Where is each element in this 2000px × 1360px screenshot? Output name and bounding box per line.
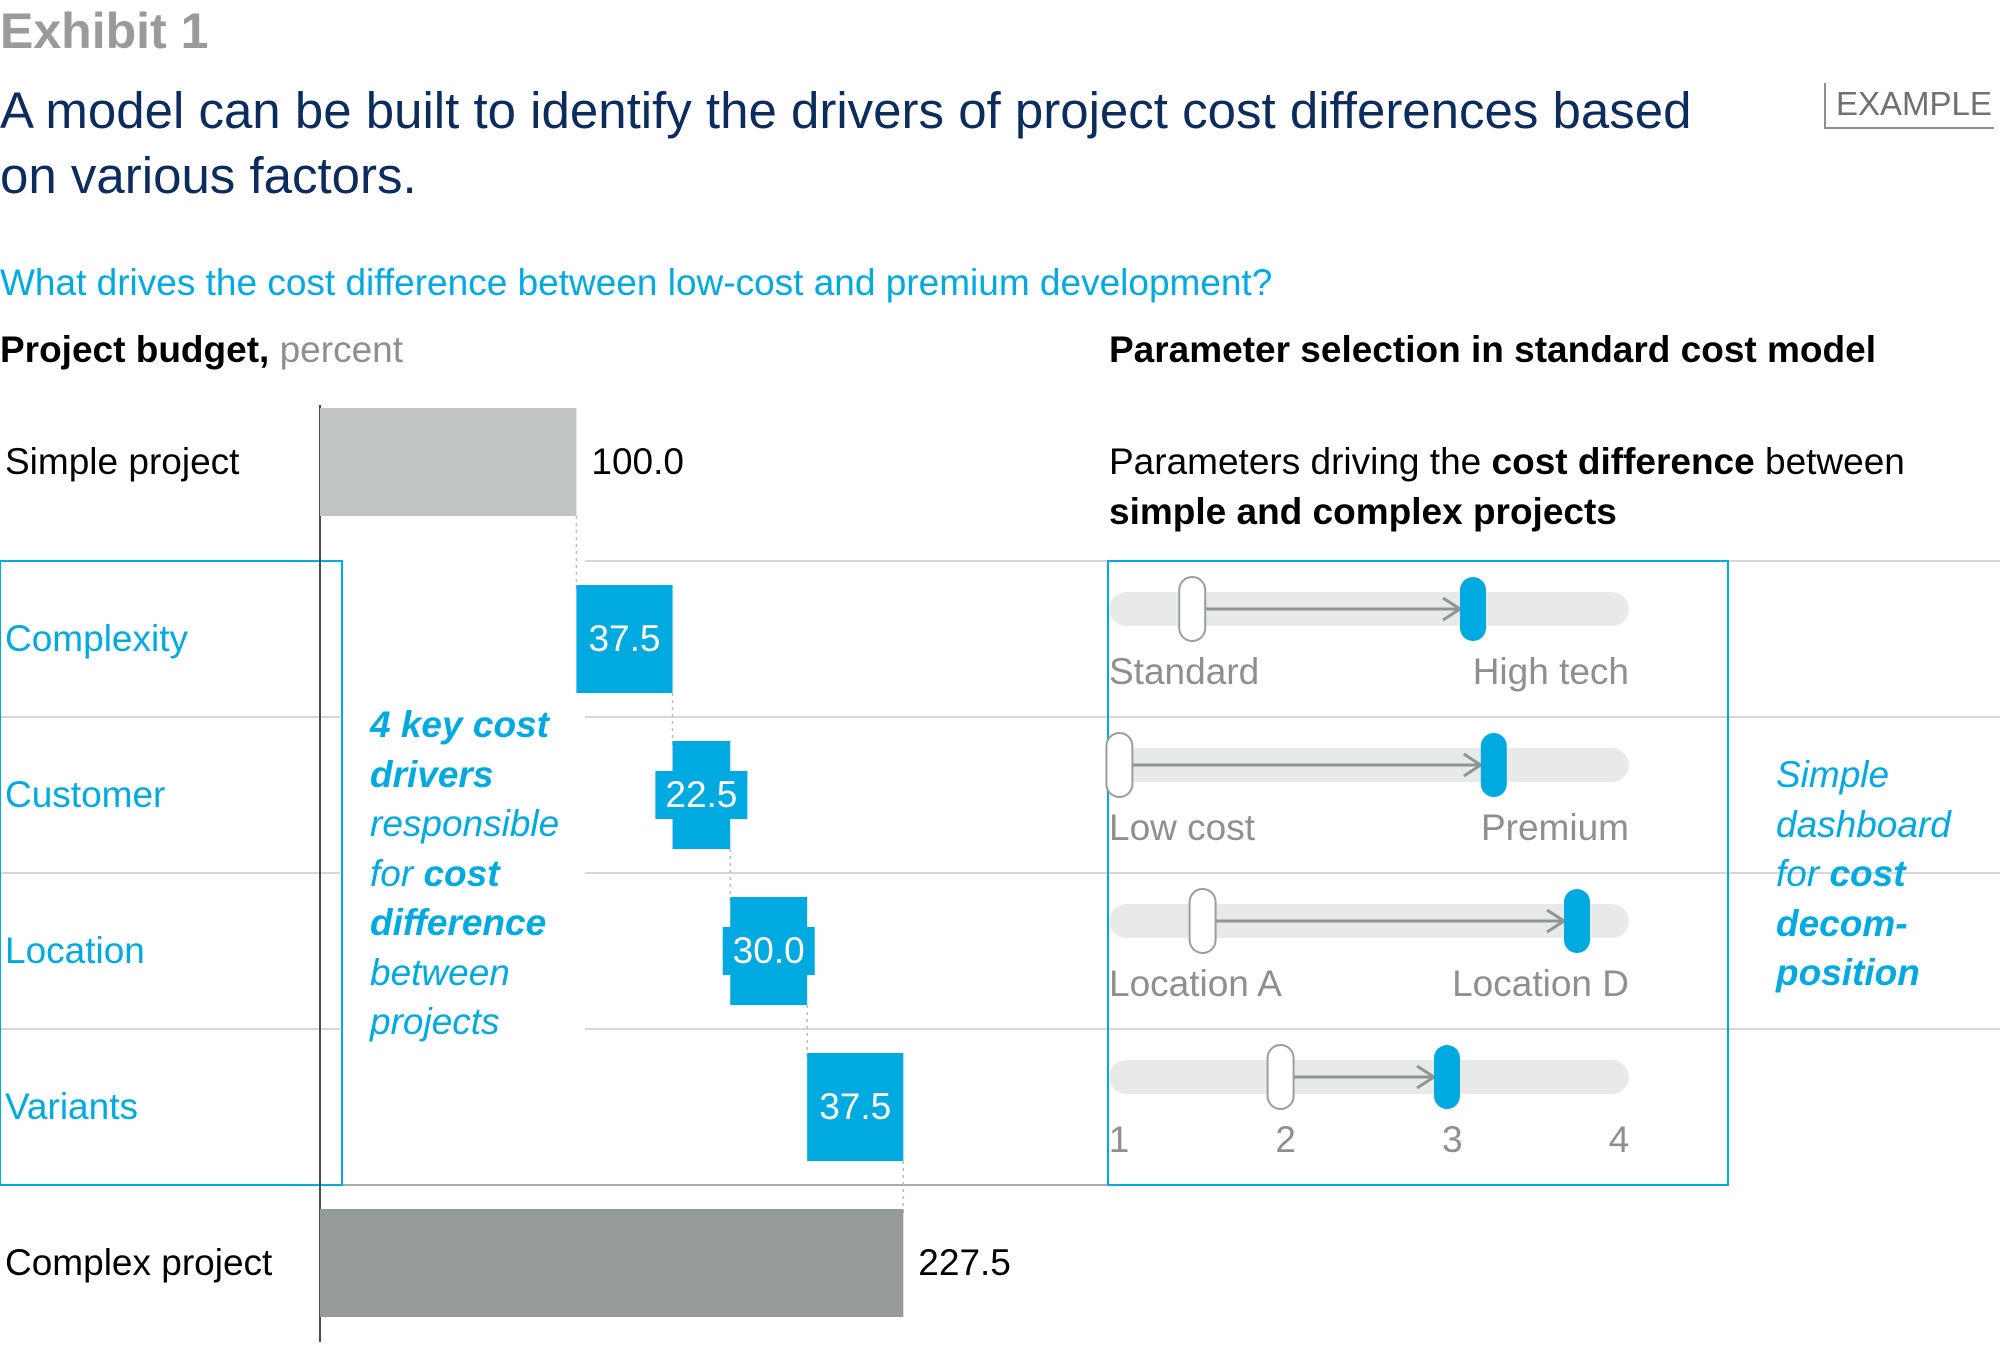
value-label: 227.5 xyxy=(918,1242,1011,1283)
value-label: 37.5 xyxy=(819,1086,892,1127)
slider-label-max: Premium xyxy=(1480,807,1629,848)
category-label: Location xyxy=(5,930,145,971)
drivers-note-line4-bold: cost xyxy=(423,852,500,894)
value-label-bg xyxy=(655,771,748,819)
value-label: 100.0 xyxy=(591,441,684,482)
dashboard-note-line2: dashboard xyxy=(1776,803,1951,845)
slider-end-handle xyxy=(1460,577,1486,641)
drivers-note-line5: difference xyxy=(370,902,547,943)
slider-label-min: Standard xyxy=(1109,651,1260,692)
drivers-note-line1: 4 key cost xyxy=(370,704,549,745)
drivers-note-line7: projects xyxy=(370,1001,500,1042)
drivers-note-line6: between xyxy=(370,951,510,993)
slider-end-handle xyxy=(1434,1045,1460,1109)
category-label: Customer xyxy=(5,774,166,815)
bar-variants xyxy=(807,1053,904,1161)
category-label: Variants xyxy=(5,1086,138,1127)
slider-tick-label: 1 xyxy=(1108,1119,1130,1160)
category-label: Complex project xyxy=(5,1242,273,1283)
left-panel-title-bold: Project budget, xyxy=(0,329,270,370)
left-panel-title: Project budget, percent xyxy=(0,329,403,371)
slider-tick-label: 4 xyxy=(1608,1119,1630,1160)
slider-label-min: Low cost xyxy=(1109,807,1256,848)
dashboard-note-line4: decom- xyxy=(1776,902,1908,944)
bar-complexity xyxy=(576,585,673,693)
slider-tick-label: 2 xyxy=(1275,1119,1296,1160)
dashboard-note-line3-pre: for xyxy=(1776,853,1820,894)
slider-start-handle xyxy=(1105,732,1134,798)
dashboard-note: Simple dashboard for cost decom-position xyxy=(1776,750,1951,998)
dashboard-note-line5: position xyxy=(1776,952,1920,993)
slider-label-max: High tech xyxy=(1472,651,1629,692)
example-badge: EXAMPLE xyxy=(1824,83,1994,129)
right-subtitle-pre: Parameters driving the xyxy=(1109,441,1482,482)
drivers-note-line4-pre: for xyxy=(370,852,414,894)
value-label: 22.5 xyxy=(665,774,738,815)
value-label-bg xyxy=(722,927,815,975)
question-subtitle: What drives the cost difference between … xyxy=(0,262,1273,303)
right-subtitle-bold2: simple and complex projects xyxy=(1109,491,1617,532)
drivers-note-line2: drivers xyxy=(370,753,494,795)
bar-complex-project xyxy=(320,1209,904,1317)
dashboard-note-line3-bold: cost xyxy=(1829,853,1906,894)
slider-end-handle xyxy=(1480,733,1507,797)
slider-end-handle xyxy=(1564,889,1590,953)
right-subtitle-mid: between xyxy=(1765,441,1905,482)
right-panel-title: Parameter selection in standard cost mod… xyxy=(1109,329,1876,370)
drivers-highlight-box xyxy=(0,560,343,1186)
page-title: A model can be built to identify the dri… xyxy=(0,82,1692,204)
dashboard-note-line1: Simple xyxy=(1776,754,1890,795)
category-label: Complexity xyxy=(5,618,188,659)
left-panel-unit: percent xyxy=(279,329,404,370)
slider-start-handle xyxy=(1266,1044,1295,1110)
value-label: 30.0 xyxy=(732,930,805,971)
drivers-note-line3: responsible xyxy=(370,803,560,844)
slider-start-handle xyxy=(1188,888,1217,954)
drivers-note: 4 key cost drivers responsible for cost diff… xyxy=(370,700,559,1047)
slider-tick-label: 3 xyxy=(1442,1119,1463,1160)
category-label: Simple project xyxy=(5,441,240,482)
value-label: 37.5 xyxy=(588,618,661,659)
right-subtitle-bold1: cost difference xyxy=(1491,441,1755,482)
slider-start-handle xyxy=(1178,576,1207,642)
right-panel-subtitle: Parameters driving the cost difference b… xyxy=(1109,437,1905,537)
dashboard-highlight-box xyxy=(1107,560,1729,1186)
exhibit-label: Exhibit 1 xyxy=(0,3,209,59)
slider-label-min: Location A xyxy=(1109,963,1282,1004)
slider-label-max: Location D xyxy=(1452,963,1629,1004)
bar-simple-project xyxy=(320,408,577,516)
